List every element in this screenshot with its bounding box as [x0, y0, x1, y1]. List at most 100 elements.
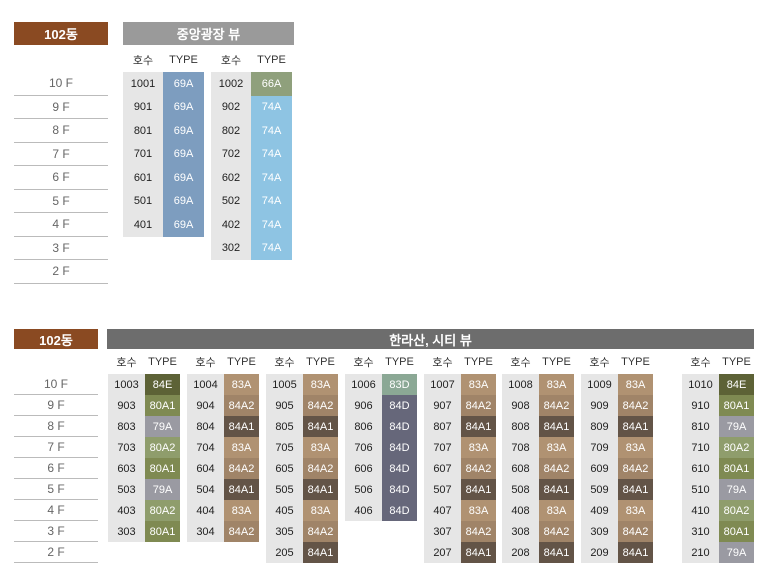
unit-number: 504 — [187, 479, 224, 500]
unit-type: 84A1 — [618, 542, 653, 563]
unit-number: 506 — [345, 479, 382, 500]
unit-type: 69A — [163, 119, 204, 143]
unit-number: 507 — [424, 479, 461, 500]
unit-type: 74A — [251, 236, 292, 260]
unit-type: 84A1 — [303, 479, 338, 500]
header-unit: 호수 — [432, 357, 453, 369]
unit-number: 208 — [502, 542, 539, 563]
unit-number: 904 — [187, 395, 224, 416]
unit-type: 84A1 — [224, 416, 259, 437]
unit-type: 84A2 — [224, 521, 259, 542]
unit-number: 1008 — [502, 374, 539, 395]
unit-number: 1010 — [682, 374, 719, 395]
unit-type: 80A2 — [719, 437, 754, 458]
header-unit: 호수 — [274, 357, 295, 369]
unit-type: 83A — [461, 437, 496, 458]
unit-number: 307 — [424, 521, 461, 542]
unit-number: 405 — [266, 500, 303, 521]
unit-type: 80A2 — [145, 437, 180, 458]
header-type: TYPE — [227, 356, 256, 368]
unit-number: 906 — [345, 395, 382, 416]
unit-type: 83A — [539, 437, 574, 458]
unit-type: 83A — [539, 374, 574, 395]
unit-type: 84A2 — [618, 521, 653, 542]
floor-label: 10 F — [14, 72, 108, 96]
header-unit: 호수 — [353, 357, 374, 369]
unit-type: 74A — [251, 213, 292, 237]
unit-type: 83A — [224, 500, 259, 521]
unit-number: 503 — [108, 479, 145, 500]
unit-type: 74A — [251, 189, 292, 213]
building-label: 102동 — [14, 329, 98, 349]
unit-type: 79A — [145, 479, 180, 500]
unit-number: 209 — [581, 542, 618, 563]
unit-type: 84A2 — [539, 458, 574, 479]
unit-type: 83A — [461, 374, 496, 395]
unit-number: 802 — [211, 119, 251, 143]
unit-type: 83A — [618, 437, 653, 458]
header-unit: 호수 — [510, 357, 531, 369]
unit-number: 601 — [123, 166, 163, 190]
unit-type: 83A — [618, 374, 653, 395]
header-type: TYPE — [542, 356, 571, 368]
unit-number: 801 — [123, 119, 163, 143]
unit-type: 66A — [251, 72, 292, 96]
unit-number: 708 — [502, 437, 539, 458]
unit-number: 810 — [682, 416, 719, 437]
unit-number: 509 — [581, 479, 618, 500]
unit-type: 84A1 — [539, 479, 574, 500]
unit-type: 84A2 — [618, 458, 653, 479]
unit-type: 69A — [163, 189, 204, 213]
unit-type: 69A — [163, 142, 204, 166]
header-type: TYPE — [257, 54, 286, 66]
unit-number: 903 — [108, 395, 145, 416]
unit-number: 709 — [581, 437, 618, 458]
unit-number: 905 — [266, 395, 303, 416]
unit-number: 304 — [187, 521, 224, 542]
unit-type: 84E — [145, 374, 180, 395]
unit-type: 69A — [163, 95, 204, 119]
unit-type: 79A — [719, 416, 754, 437]
unit-number: 409 — [581, 500, 618, 521]
unit-type: 80A1 — [145, 458, 180, 479]
unit-type: 80A1 — [719, 521, 754, 542]
floor-label: 7 F — [14, 437, 98, 458]
unit-number: 706 — [345, 437, 382, 458]
unit-number: 510 — [682, 479, 719, 500]
unit-number: 505 — [266, 479, 303, 500]
unit-type: 80A2 — [719, 500, 754, 521]
unit-type: 84D — [382, 437, 417, 458]
floor-label: 2 F — [14, 542, 98, 563]
unit-type: 84A1 — [539, 416, 574, 437]
unit-number: 607 — [424, 458, 461, 479]
unit-type: 79A — [719, 479, 754, 500]
unit-number: 805 — [266, 416, 303, 437]
unit-number: 410 — [682, 500, 719, 521]
unit-type: 74A — [251, 95, 292, 119]
unit-type: 79A — [719, 542, 754, 563]
unit-type: 80A2 — [145, 500, 180, 521]
unit-type: 80A1 — [719, 395, 754, 416]
unit-number: 702 — [211, 142, 251, 166]
unit-type: 84A1 — [461, 542, 496, 563]
unit-type: 84A1 — [618, 416, 653, 437]
floor-label: 3 F — [14, 237, 108, 260]
floor-label: 8 F — [14, 119, 108, 143]
unit-number: 1001 — [123, 72, 163, 96]
unit-number: 308 — [502, 521, 539, 542]
unit-number: 603 — [108, 458, 145, 479]
unit-number: 309 — [581, 521, 618, 542]
unit-number: 902 — [211, 95, 251, 119]
unit-type: 83A — [303, 437, 338, 458]
unit-number: 404 — [187, 500, 224, 521]
floor-label: 7 F — [14, 143, 108, 166]
header-type: TYPE — [169, 54, 198, 66]
unit-number: 302 — [211, 236, 251, 260]
header-unit: 호수 — [220, 55, 242, 67]
floor-label: 6 F — [14, 166, 108, 190]
unit-number: 809 — [581, 416, 618, 437]
unit-type: 83D — [382, 374, 417, 395]
unit-type: 84D — [382, 500, 417, 521]
unit-number: 610 — [682, 458, 719, 479]
building-label: 102동 — [14, 22, 108, 45]
